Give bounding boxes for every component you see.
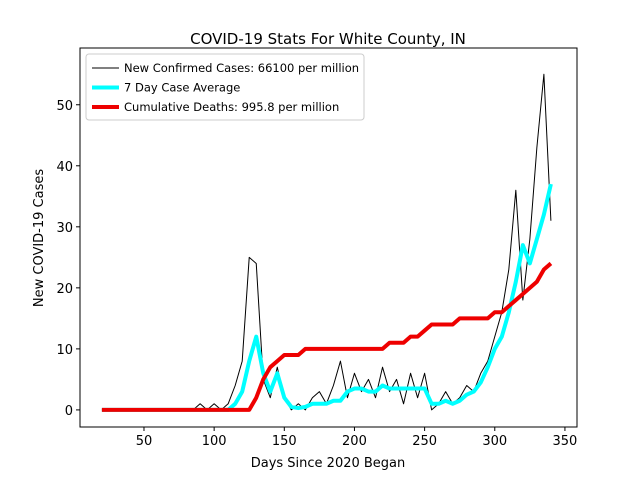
legend-box: [85, 53, 365, 121]
series-line: [101, 261, 553, 412]
y-tick-label: 20: [56, 282, 73, 297]
y-tick-label: 40: [56, 160, 73, 175]
x-tick-label: 300: [482, 434, 507, 449]
y-tick-label: 10: [56, 343, 73, 358]
x-axis-label: Days Since 2020 Began: [251, 456, 406, 471]
series-line: [101, 73, 552, 411]
plot-frame: [79, 47, 578, 428]
x-tick-label: 350: [553, 434, 578, 449]
legend-label: 7 Day Case Average: [124, 81, 240, 95]
legend-label: New Confirmed Cases: 66100 per million: [124, 61, 359, 75]
x-tick-label: 150: [272, 434, 297, 449]
y-axis-label: New COVID-19 Cases: [32, 169, 47, 307]
chart-title: COVID-19 Stats For White County, IN: [190, 30, 466, 48]
x-tick-label: 200: [342, 434, 367, 449]
legend-label: Cumulative Deaths: 995.8 per million: [124, 100, 339, 114]
series-line: [101, 183, 553, 412]
y-tick-label: 50: [56, 99, 73, 114]
legend: New Confirmed Cases: 66100 per million 7 …: [85, 53, 365, 121]
x-tick-label: 50: [136, 434, 153, 449]
x-tick-label: 100: [202, 434, 227, 449]
y-tick-label: 0: [65, 404, 73, 419]
y-tick-label: 30: [56, 221, 73, 236]
x-tick-label: 250: [412, 434, 437, 449]
